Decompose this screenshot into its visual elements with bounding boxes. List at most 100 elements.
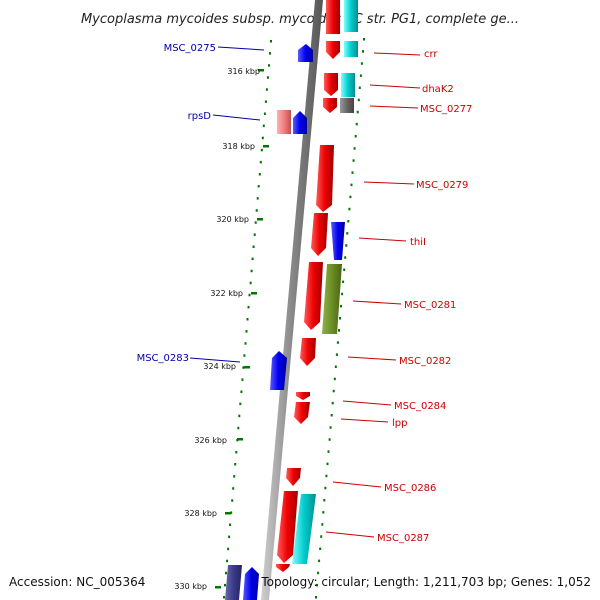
track-dot-right <box>317 571 320 575</box>
label-msc-0282[interactable]: MSC_0282 <box>347 356 451 367</box>
track-dot-left <box>242 366 245 369</box>
gene-red-top-box[interactable] <box>326 0 340 34</box>
track-dot-left <box>258 173 261 176</box>
label-msc-0281-text: MSC_0281 <box>404 300 456 311</box>
track-dot-left <box>239 402 242 406</box>
label-msc-0279[interactable]: MSC_0279 <box>363 180 468 191</box>
tick-label-330: 330 kbp <box>174 582 207 591</box>
track-dot-left <box>229 523 232 526</box>
label-lpp-text: lpp <box>392 418 407 429</box>
tick-label-322: 322 kbp <box>210 289 243 298</box>
track-dot-left <box>234 463 237 466</box>
track-dot-left <box>223 596 225 599</box>
track-dot-left <box>231 499 234 502</box>
gene-rpsd-box[interactable] <box>277 110 291 134</box>
gene-msc-0284-arrow[interactable] <box>296 392 310 400</box>
gene-thii-arrow[interactable] <box>311 213 328 256</box>
label-msc-0287[interactable]: MSC_0287 <box>325 531 429 544</box>
gene-msc-0282-arrow[interactable] <box>300 338 316 366</box>
track-dot-right <box>353 147 356 150</box>
tick-316: 316 kbp <box>227 67 264 76</box>
track-dot-left <box>264 100 267 103</box>
tick-label-316: 316 kbp <box>227 67 260 76</box>
gene-dhak2-cyan-box[interactable] <box>341 73 355 97</box>
label-msc-0286[interactable]: MSC_0286 <box>332 481 436 494</box>
label-msc-0279-text: MSC_0279 <box>416 180 468 191</box>
label-rpsd[interactable]: rpsD <box>188 111 261 122</box>
track-dot-right <box>356 110 359 114</box>
track-dot-right <box>320 535 323 538</box>
track-dot-left <box>243 354 246 357</box>
track-dot-right <box>326 462 329 466</box>
track-dot-right <box>363 38 365 41</box>
gene-msc-0286-arrow[interactable] <box>286 468 301 486</box>
track-dot-left <box>255 209 258 212</box>
track-dot-left <box>263 112 266 115</box>
track-dot-right <box>342 280 345 284</box>
gene-msc-0279-arrow[interactable] <box>316 145 334 212</box>
track-dot-right <box>333 377 336 381</box>
track-dot-right <box>323 499 326 502</box>
gene-msc-0287-cyan-box[interactable] <box>292 494 316 564</box>
genome-backbone <box>261 0 323 600</box>
label-msc-0281[interactable]: MSC_0281 <box>352 300 456 311</box>
label-crr[interactable]: crr <box>373 49 438 60</box>
gene-lpp-arrow[interactable] <box>294 402 310 424</box>
track-dot-right <box>351 171 354 174</box>
tick-326: 326 kbp <box>194 436 243 445</box>
track-dot-left <box>270 40 272 43</box>
accession-text: Accession: NC_005364 <box>9 575 145 589</box>
track-dot-left <box>260 148 263 152</box>
gene-msc-0277-arrow[interactable] <box>323 98 337 113</box>
track-dot-right <box>340 304 342 308</box>
track-dot-left <box>257 185 260 188</box>
track-dot-left <box>244 342 247 345</box>
gene-dhak2-arrow[interactable] <box>324 73 338 96</box>
label-msc-0283[interactable]: MSC_0283 <box>137 353 241 364</box>
label-msc-0275[interactable]: MSC_0275 <box>164 43 265 54</box>
track-dot-right <box>319 547 322 550</box>
track-dot-right <box>315 596 317 599</box>
gene-rpsd-neighbor-arrow[interactable] <box>293 111 307 134</box>
track-dot-left <box>246 318 249 321</box>
label-msc-0283-text: MSC_0283 <box>137 353 189 364</box>
gene-crr-arrow[interactable] <box>326 41 340 59</box>
gene-msc-0281-arrow[interactable] <box>304 262 323 330</box>
gene-thii-blue-arrow[interactable] <box>331 222 345 260</box>
track-dot-left <box>262 124 265 128</box>
gene-bottom-blue-arrow[interactable] <box>243 567 259 600</box>
track-dot-right <box>343 268 346 271</box>
gene-msc-0281-olive-box[interactable] <box>322 264 342 334</box>
track-dot-left <box>224 583 226 587</box>
tick-318: 318 kbp <box>222 142 269 151</box>
label-msc-0284[interactable]: MSC_0284 <box>342 400 446 412</box>
track-dot-left <box>230 511 233 514</box>
track-dot-right <box>355 122 358 126</box>
gene-msc-0277-gray-box[interactable] <box>340 98 354 113</box>
track-dot-right <box>341 292 344 296</box>
track-dot-right <box>322 511 325 514</box>
dotted-track-outline-left <box>223 40 272 599</box>
tick-label-320: 320 kbp <box>216 215 249 224</box>
gene-crr-cyan-box[interactable] <box>344 41 358 57</box>
label-lpp[interactable]: lpp <box>340 418 407 429</box>
gene-msc-0283-arrow[interactable] <box>270 351 287 390</box>
track-dot-left <box>241 378 244 381</box>
track-dot-left <box>232 487 235 490</box>
track-dot-left <box>233 475 236 478</box>
label-msc-0277[interactable]: MSC_0277 <box>369 104 472 115</box>
track-dot-right <box>336 341 339 344</box>
label-dhak2[interactable]: dhaK2 <box>369 84 454 95</box>
gene-cyan-top-box[interactable] <box>344 0 358 32</box>
gene-msc-0275-arrow[interactable] <box>298 44 313 62</box>
gene-msc-0287-arrow[interactable] <box>277 491 298 563</box>
track-dot-right <box>334 365 337 368</box>
track-dot-left <box>251 257 254 261</box>
gene-bottom-navy-box[interactable] <box>225 565 242 600</box>
track-dot-left <box>253 233 256 236</box>
gene-bottom-red-arrow[interactable] <box>276 564 290 572</box>
label-thii[interactable]: thiI <box>358 237 426 248</box>
track-dot-left <box>235 451 238 454</box>
track-dot-right <box>325 474 328 478</box>
